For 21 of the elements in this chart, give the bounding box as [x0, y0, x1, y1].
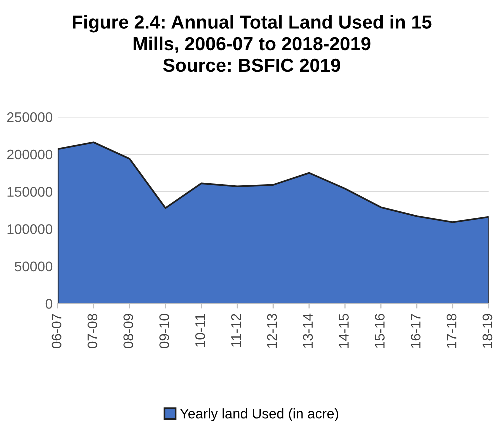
x-tick-label: 11-12: [231, 314, 242, 347]
x-tick-label: 08-09: [124, 314, 134, 348]
x-tick-label: 14-15: [339, 314, 349, 348]
x-tick-label: 16-17: [410, 314, 421, 348]
y-tick-label: 0: [46, 299, 53, 309]
x-tick-label: 10-11: [195, 314, 206, 347]
x-tick-label: 06-07: [52, 314, 62, 348]
y-tick-label: 250000: [7, 112, 53, 122]
x-tick-label: 13-14: [303, 314, 314, 348]
x-tick-label: 15-16: [375, 314, 385, 348]
chart-title: Figure 2.4: Annual Total Land Used in 15 Mills, 2006-07 to 2018-2019 Source: BSFIC 2019: [73, 15, 432, 72]
y-tick-label: 150000: [8, 187, 53, 197]
y-tick-label: 50000: [15, 262, 53, 272]
x-tick-label: 12-13: [267, 314, 278, 348]
y-tick-label: 200000: [7, 150, 53, 160]
x-tick-label: 07-08: [88, 314, 98, 348]
y-tick-label: 100000: [8, 224, 53, 234]
legend-label: Yearly land Used (in acre): [180, 408, 338, 422]
x-tick-label: 17-18: [446, 314, 457, 348]
x-tick-label: 18-19: [482, 314, 493, 348]
x-tick-label: 09-10: [160, 314, 170, 348]
